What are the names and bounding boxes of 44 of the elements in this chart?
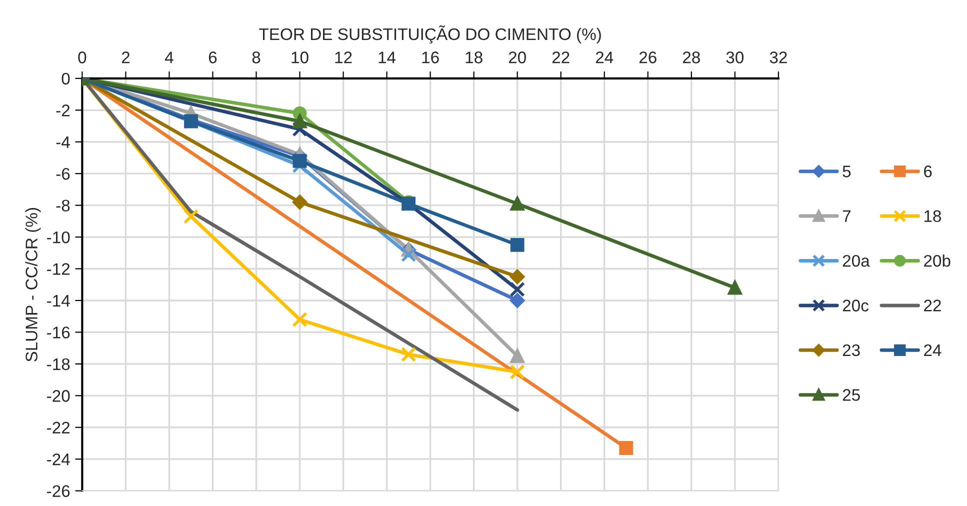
legend-label: 24 bbox=[924, 344, 942, 356]
y-tick-label: -4 bbox=[56, 136, 70, 148]
legend-label: 20b bbox=[924, 254, 950, 267]
y-tick-label: 0 bbox=[62, 72, 70, 85]
x-tick-label: 0 bbox=[78, 52, 86, 64]
x-tick-label: 4 bbox=[164, 52, 174, 64]
y-tick-label: -8 bbox=[56, 200, 70, 212]
x-tick-label: 22 bbox=[552, 52, 570, 64]
x-tick-label: 24 bbox=[596, 52, 614, 64]
x-tick-label: 28 bbox=[682, 52, 700, 64]
legend-label: 5 bbox=[842, 166, 851, 178]
x-tick-label: 14 bbox=[378, 52, 396, 64]
y-tick-label: -14 bbox=[47, 295, 70, 307]
legend-label: 20a bbox=[842, 254, 870, 267]
y-tick-label: -2 bbox=[56, 104, 70, 116]
y-tick-label: -22 bbox=[47, 422, 70, 434]
y-tick-label: -26 bbox=[47, 485, 70, 498]
y-tick-label: -18 bbox=[47, 358, 70, 370]
x-tick-label: 6 bbox=[208, 52, 217, 64]
x-tick-label: 8 bbox=[252, 52, 260, 64]
y-tick-label: -10 bbox=[47, 231, 70, 244]
y-tick-label: -12 bbox=[47, 263, 70, 275]
y-tick-label: -20 bbox=[47, 390, 70, 402]
legend-label: 25 bbox=[842, 389, 860, 401]
legend-label: 22 bbox=[924, 300, 941, 312]
x-tick-label: 12 bbox=[335, 52, 352, 64]
x-tick-label: 2 bbox=[122, 52, 130, 64]
x-tick-label: 20 bbox=[508, 52, 526, 64]
y-tick-label: -6 bbox=[56, 168, 70, 180]
legend-label: 23 bbox=[842, 344, 860, 356]
x-tick-label: 10 bbox=[292, 52, 308, 64]
x-tick-label: 32 bbox=[770, 52, 787, 64]
x-axis-title: TEOR DE SUBSTITUIÇÃO DO CIMENTO (%) bbox=[259, 25, 601, 44]
legend-label: 6 bbox=[924, 166, 932, 178]
x-tick-label: 18 bbox=[466, 52, 482, 64]
legend-label: 18 bbox=[924, 210, 942, 222]
y-axis-title: SLUMP - CC/CR (%) bbox=[25, 208, 41, 362]
x-tick-label: 16 bbox=[422, 52, 439, 64]
y-tick-label: -16 bbox=[47, 326, 70, 338]
legend-label: 7 bbox=[842, 210, 850, 222]
y-tick-label: -24 bbox=[47, 454, 70, 466]
x-tick-label: 30 bbox=[726, 52, 744, 64]
legend-label: 20c bbox=[842, 300, 868, 312]
x-tick-label: 26 bbox=[639, 52, 656, 64]
